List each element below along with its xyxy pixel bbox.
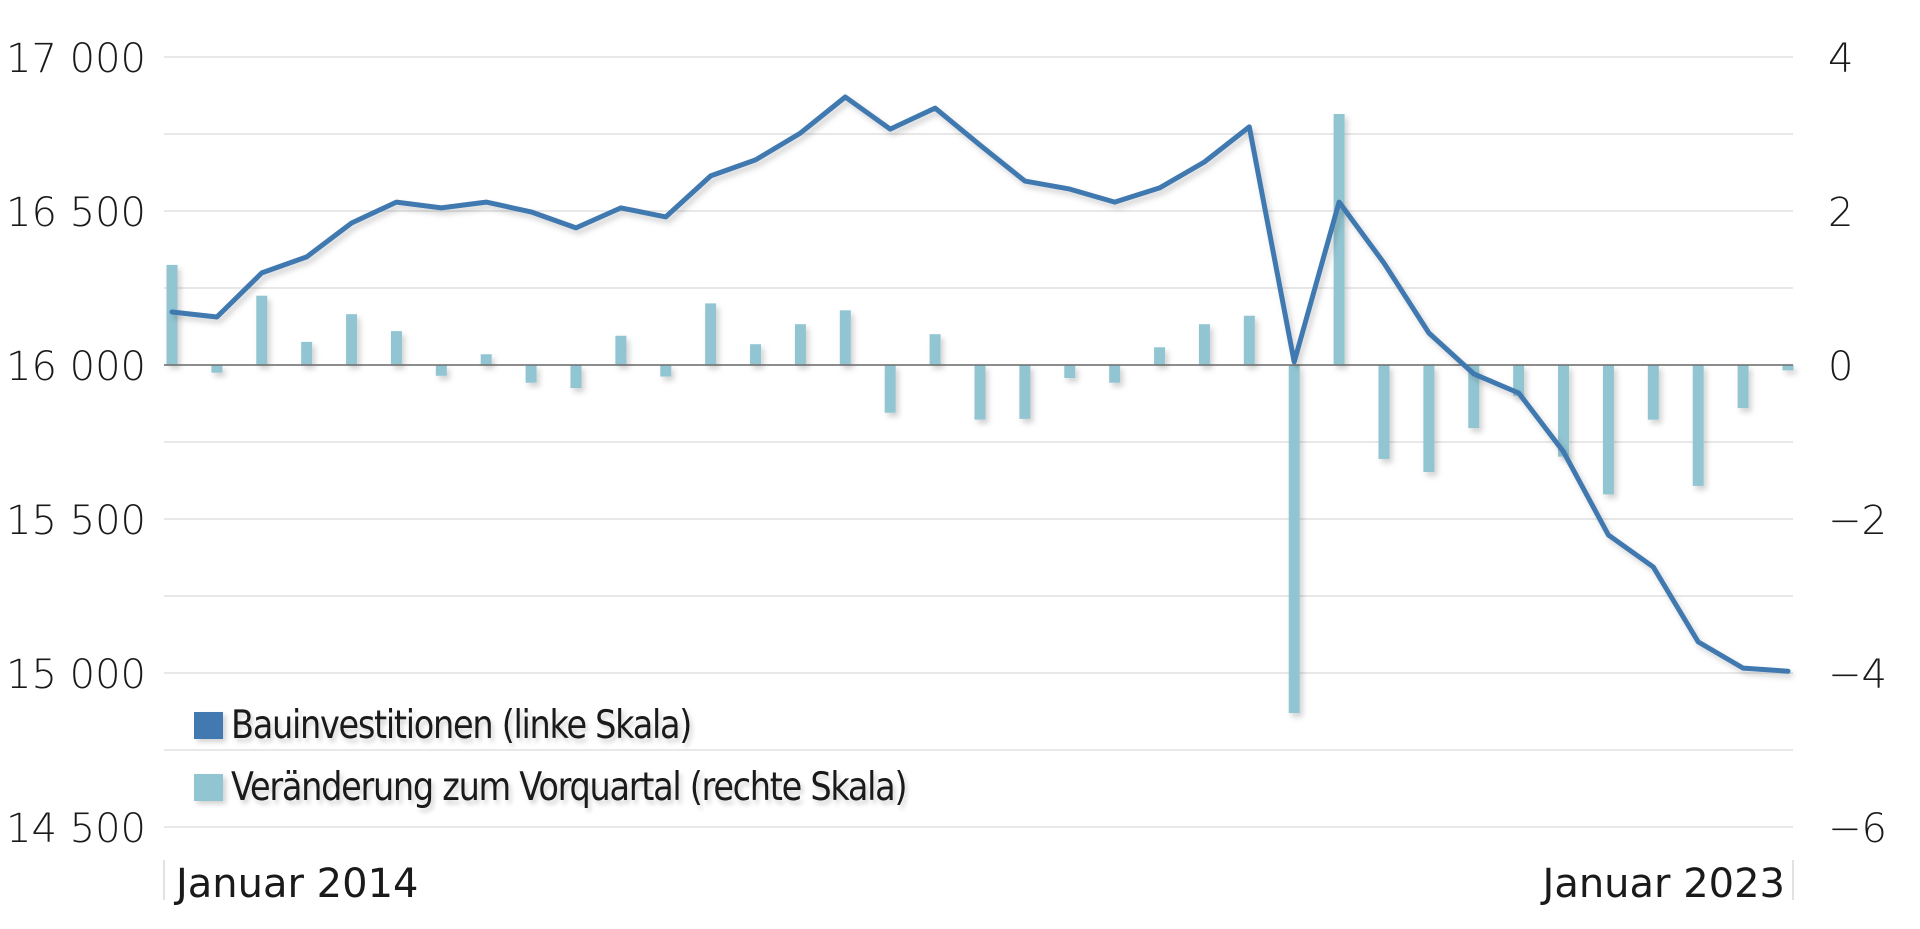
left-tick-label: 14 500 [6, 806, 146, 852]
bar [1468, 365, 1480, 429]
bar [1198, 324, 1210, 365]
bar [1019, 365, 1031, 419]
line-series-bauinvestitionen [169, 94, 1791, 674]
bar [1154, 347, 1166, 365]
legend-label: Bauinvestitionen (linke Skala) [231, 702, 692, 748]
bar [1243, 315, 1255, 365]
legend-label: Veränderung zum Vorquartal (rechte Skala… [231, 764, 908, 810]
bar [570, 365, 582, 389]
bar-series-change [166, 113, 1794, 714]
bar [615, 335, 627, 365]
bar [974, 365, 986, 420]
legend-swatch-light-blue [194, 773, 223, 801]
bar [794, 324, 806, 365]
bar [301, 341, 313, 365]
bar [1288, 365, 1300, 714]
right-axis: 4 2 0 −2 −4 −6 [1828, 36, 1887, 852]
legend: Bauinvestitionen (linke Skala) Veränderu… [194, 694, 1016, 818]
left-tick-label: 17 000 [6, 36, 146, 82]
bar [1692, 365, 1704, 486]
bar [705, 303, 717, 365]
left-tick-label: 15 500 [6, 498, 146, 544]
bar [884, 365, 896, 413]
bar [525, 365, 537, 383]
bar [1064, 365, 1076, 379]
bar [660, 365, 672, 377]
right-tick-label: 2 [1828, 190, 1853, 236]
left-tick-label: 16 000 [6, 344, 146, 390]
bar [211, 365, 223, 373]
line [169, 94, 1791, 674]
bar [1333, 113, 1345, 365]
x-tick-label: Januar 2014 [173, 861, 418, 907]
bar [750, 344, 762, 365]
bar [1647, 365, 1659, 420]
right-tick-label: −4 [1828, 652, 1887, 698]
bar [390, 331, 402, 365]
bar [346, 314, 358, 365]
bar [839, 310, 851, 365]
legend-item-bauinvestitionen: Bauinvestitionen (linke Skala) [194, 694, 1016, 756]
legend-swatch-dark-blue [194, 711, 223, 739]
left-tick-label: 16 500 [6, 190, 146, 236]
legend-item-veraenderung: Veränderung zum Vorquartal (rechte Skala… [194, 756, 1016, 818]
bar [1109, 365, 1121, 383]
bar [166, 264, 178, 365]
bar [1423, 365, 1435, 473]
bar [1558, 365, 1570, 457]
bar [1378, 365, 1390, 459]
bar [1782, 365, 1794, 371]
bar [1737, 365, 1749, 409]
bar [480, 354, 492, 365]
bar [1513, 365, 1525, 396]
bar [256, 295, 268, 365]
left-tick-label: 15 000 [6, 652, 146, 698]
right-tick-label: 0 [1828, 344, 1853, 390]
x-axis: Januar 2014 Januar 2023 [163, 860, 1794, 907]
x-tick-label: Januar 2023 [1540, 861, 1785, 907]
right-tick-label: −2 [1828, 498, 1887, 544]
bar [435, 365, 447, 376]
right-tick-label: −6 [1828, 806, 1887, 852]
bar [929, 334, 941, 365]
left-axis: 17 000 16 500 16 000 15 500 15 000 14 500 [6, 36, 146, 852]
right-tick-label: 4 [1828, 36, 1853, 82]
bar [1602, 365, 1614, 495]
